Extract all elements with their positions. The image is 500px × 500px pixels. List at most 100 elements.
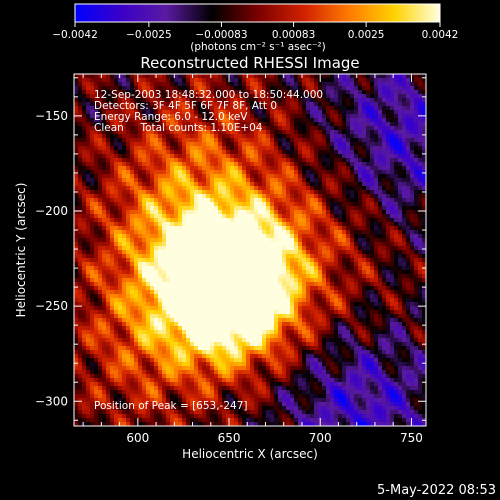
heatmap-cell [394,122,399,127]
heatmap-cell [190,178,195,183]
heatmap-cell [354,262,359,267]
heatmap-cell [322,154,327,159]
heatmap-cell [242,230,247,235]
heatmap-cell [162,186,167,191]
heatmap-cell [242,174,247,179]
heatmap-cell [398,214,403,219]
heatmap-cell [118,214,123,219]
heatmap-cell [206,150,211,155]
heatmap-cell [98,158,103,163]
heatmap-cell [334,254,339,259]
heatmap-cell [274,174,279,179]
heatmap-cell [86,82,91,87]
heatmap-cell [366,126,371,131]
heatmap-cell [398,94,403,99]
heatmap-cell [274,270,279,275]
heatmap-cell [290,150,295,155]
heatmap-cell [302,162,307,167]
heatmap-cell [210,210,215,215]
heatmap-cell [270,238,275,243]
heatmap-cell [402,174,407,179]
heatmap-cell [74,234,79,239]
heatmap-cell [90,146,95,151]
heatmap-cell [310,230,315,235]
heatmap-cell [170,294,175,299]
heatmap-cell [90,174,95,179]
heatmap-cell [130,98,135,103]
heatmap-cell [254,82,259,87]
heatmap-cell [218,78,223,83]
heatmap-cell [390,186,395,191]
heatmap-cell [162,86,167,91]
heatmap-cell [242,278,247,283]
heatmap-cell [186,234,191,239]
heatmap-cell [346,158,351,163]
heatmap-cell [402,230,407,235]
heatmap-cell [414,190,419,195]
heatmap-cell [210,214,215,219]
heatmap-cell [402,250,407,255]
heatmap-cell [354,154,359,159]
heatmap-cell [322,238,327,243]
heatmap-cell [158,162,163,167]
heatmap-cell [422,154,426,159]
heatmap-cell [310,166,315,171]
heatmap-cell [306,166,311,171]
heatmap-cell [386,178,391,183]
heatmap-cell [298,150,303,155]
heatmap-cell [310,294,315,299]
heatmap-cell [398,246,403,251]
heatmap-cell [114,202,119,207]
heatmap-cell [166,142,171,147]
heatmap-cell [74,274,79,279]
heatmap-cell [262,254,267,259]
heatmap-cell [150,94,155,99]
heatmap-cell [306,106,311,111]
heatmap-cell [174,122,179,127]
heatmap-cell [214,102,219,107]
heatmap-cell [150,86,155,91]
heatmap-cell [374,246,379,251]
heatmap-cell [122,286,127,291]
heatmap-cell [126,110,131,115]
heatmap-cell [198,186,203,191]
heatmap-cell [130,122,135,127]
heatmap-cell [186,150,191,155]
heatmap-cell [78,150,83,155]
heatmap-cell [270,102,275,107]
heatmap-cell [150,202,155,207]
heatmap-cell [122,294,127,299]
heatmap-cell [170,234,175,239]
heatmap-cell [94,210,99,215]
heatmap-cell [406,250,411,255]
heatmap-cell [214,290,219,295]
heatmap-cell [118,278,123,283]
heatmap-cell [414,166,419,171]
heatmap-cell [278,250,283,255]
heatmap-cell [298,218,303,223]
heatmap-cell [378,282,383,287]
heatmap-cell [250,126,255,131]
heatmap-cell [330,266,335,271]
heatmap-cell [210,170,215,175]
heatmap-cell [86,90,91,95]
heatmap-cell [410,114,415,119]
heatmap-cell [382,210,387,215]
heatmap-cell [118,266,123,271]
heatmap-cell [338,154,343,159]
heatmap-cell [130,186,135,191]
heatmap-cell [258,190,263,195]
heatmap-cell [338,214,343,219]
heatmap-cell [102,286,107,291]
heatmap-cell [150,90,155,95]
heatmap-cell [318,214,323,219]
heatmap-cell [150,186,155,191]
heatmap-cell [118,246,123,251]
heatmap-cell [106,114,111,119]
heatmap-cell [114,210,119,215]
heatmap-cell [298,222,303,227]
heatmap-cell [126,198,131,203]
heatmap-cell [254,242,259,247]
heatmap-cell [274,90,279,95]
heatmap-cell [182,86,187,91]
